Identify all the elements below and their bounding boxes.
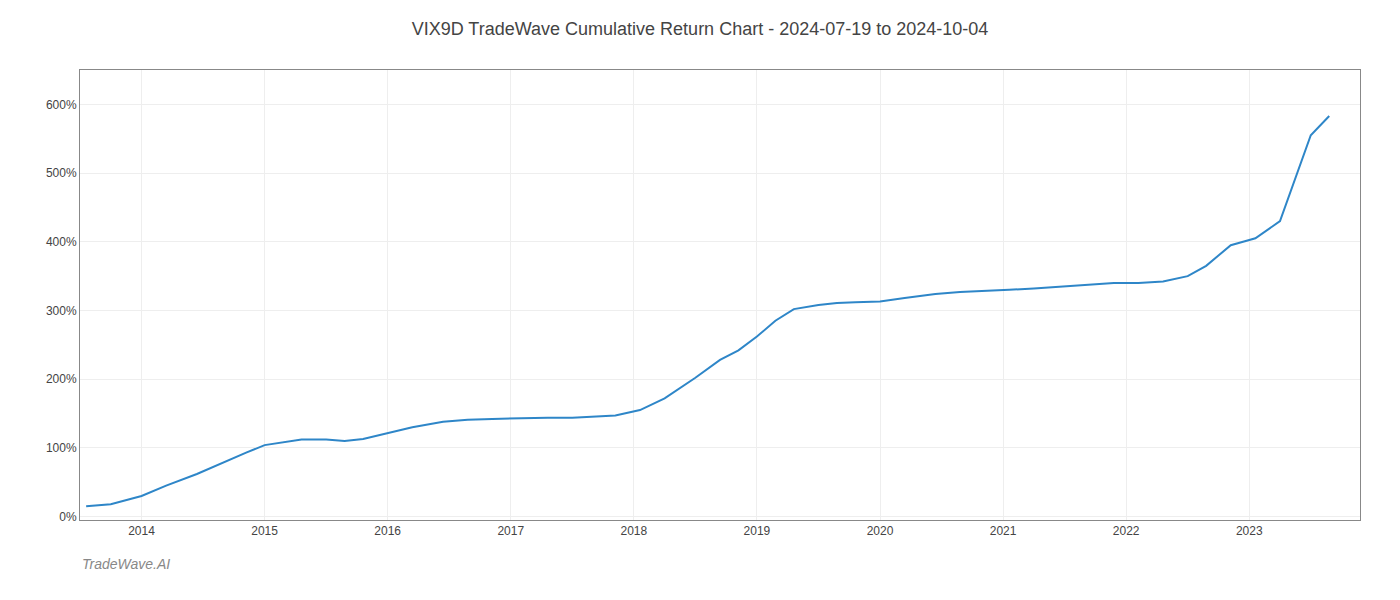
svg-text:2015: 2015: [251, 524, 278, 538]
svg-text:300%: 300%: [46, 304, 77, 318]
svg-text:2019: 2019: [744, 524, 771, 538]
svg-text:200%: 200%: [46, 372, 77, 386]
svg-text:VIX9D TradeWave Cumulative Ret: VIX9D TradeWave Cumulative Return Chart …: [412, 19, 989, 39]
svg-text:2014: 2014: [128, 524, 155, 538]
svg-text:2017: 2017: [497, 524, 524, 538]
svg-text:400%: 400%: [46, 235, 77, 249]
svg-text:2020: 2020: [867, 524, 894, 538]
svg-text:2021: 2021: [990, 524, 1017, 538]
svg-text:2023: 2023: [1236, 524, 1263, 538]
svg-text:500%: 500%: [46, 166, 77, 180]
svg-text:TradeWave.AI: TradeWave.AI: [82, 556, 170, 572]
svg-text:2022: 2022: [1113, 524, 1140, 538]
svg-text:600%: 600%: [46, 98, 77, 112]
svg-text:100%: 100%: [46, 441, 77, 455]
svg-text:0%: 0%: [59, 510, 77, 524]
svg-text:2018: 2018: [620, 524, 647, 538]
svg-text:2016: 2016: [374, 524, 401, 538]
